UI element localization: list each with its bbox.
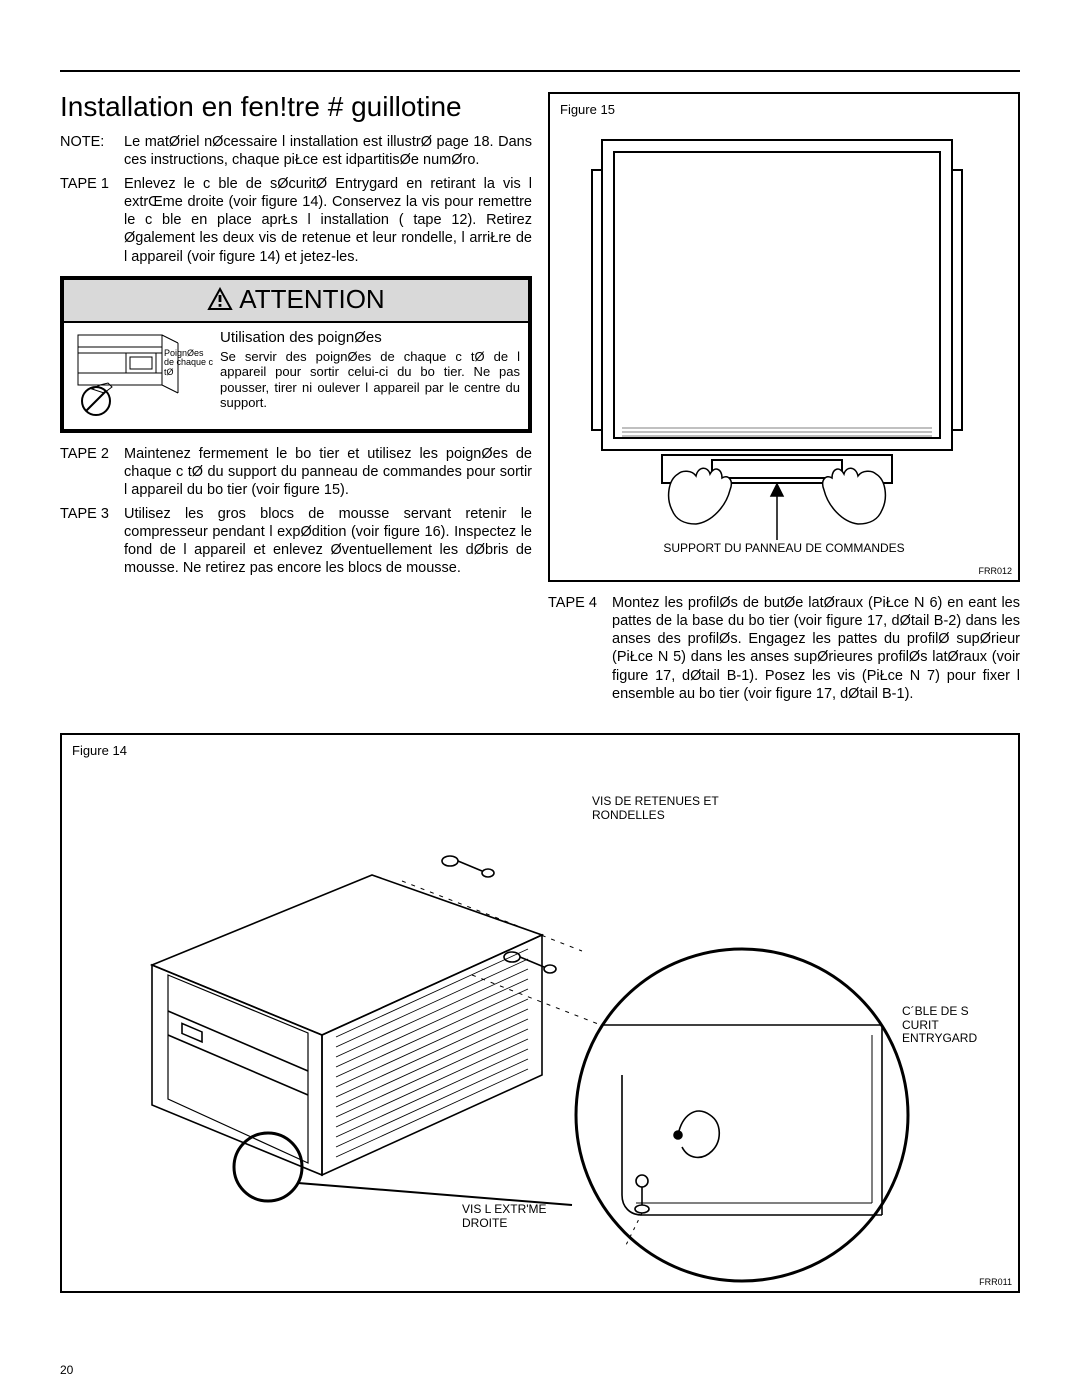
figure-14-label-screws: VIS DE RETENUES ET RONDELLES: [592, 795, 762, 823]
figure-15-code: FRR012: [978, 566, 1012, 576]
step-2-label: TAPE 2: [60, 445, 124, 499]
handle-label: PoignØes de chaque c tØ: [164, 349, 214, 377]
step-1-text: Enlevez le c ble de sØcuritØ Entrygard e…: [124, 175, 532, 266]
left-column: Installation en fen!tre # guillotine NOT…: [60, 92, 532, 709]
step-4-text: Montez les profilØs de butØe latØraux (P…: [612, 594, 1020, 703]
page-number: 20: [60, 1363, 73, 1377]
note-label: NOTE:: [60, 133, 124, 169]
top-rule: [60, 70, 1020, 72]
attention-body-text: Se servir des poignØes de chaque c tØ de…: [220, 349, 520, 411]
figure-15-svg: [562, 130, 992, 550]
right-column: Figure 15: [548, 92, 1020, 709]
step-4-label: TAPE 4: [548, 594, 612, 703]
step-1: TAPE 1 Enlevez le c ble de sØcuritØ Entr…: [60, 175, 532, 266]
figure-14-label-right: VIS L EXTR'ME DROITE: [462, 1203, 582, 1231]
step-3: TAPE 3 Utilisez les gros blocs de mousse…: [60, 505, 532, 578]
step-1-label: TAPE 1: [60, 175, 124, 266]
figure-14-title: Figure 14: [72, 743, 127, 758]
figure-14-code: FRR011: [979, 1277, 1012, 1287]
warning-icon: [207, 287, 233, 311]
attention-header: ATTENTION: [64, 280, 528, 323]
attention-illustration: PoignØes de chaque c tØ: [72, 329, 212, 421]
note-text: Le matØriel nØcessaire l installation es…: [124, 133, 532, 169]
figure-14-label-cable: C´BLE DE S CURIT ENTRYGARD: [902, 1005, 1002, 1046]
step-4: TAPE 4 Montez les profilØs de butØe latØ…: [548, 594, 1020, 703]
attention-box: ATTENTION: [60, 276, 532, 433]
figure-15: Figure 15: [548, 92, 1020, 582]
attention-body: PoignØes de chaque c tØ Utilisation des …: [64, 323, 528, 429]
page: Installation en fen!tre # guillotine NOT…: [0, 0, 1080, 1397]
step-3-text: Utilisez les gros blocs de mousse servan…: [124, 505, 532, 578]
note-block: NOTE: Le matØriel nØcessaire l installat…: [60, 133, 532, 169]
two-column-layout: Installation en fen!tre # guillotine NOT…: [60, 92, 1020, 709]
step-2: TAPE 2 Maintenez fermement le bo tier et…: [60, 445, 532, 499]
attention-text: Utilisation des poignØes Se servir des p…: [220, 329, 520, 421]
attention-title: ATTENTION: [239, 284, 384, 315]
step-2-text: Maintenez fermement le bo tier et utilis…: [124, 445, 532, 499]
figure-14: Figure 14: [60, 733, 1020, 1293]
attention-subhead: Utilisation des poignØes: [220, 329, 520, 347]
figure-15-title: Figure 15: [560, 102, 615, 117]
step-3-label: TAPE 3: [60, 505, 124, 578]
page-title: Installation en fen!tre # guillotine: [60, 92, 532, 123]
figure-15-caption: SUPPORT DU PANNEAU DE COMMANDES: [550, 542, 1018, 556]
